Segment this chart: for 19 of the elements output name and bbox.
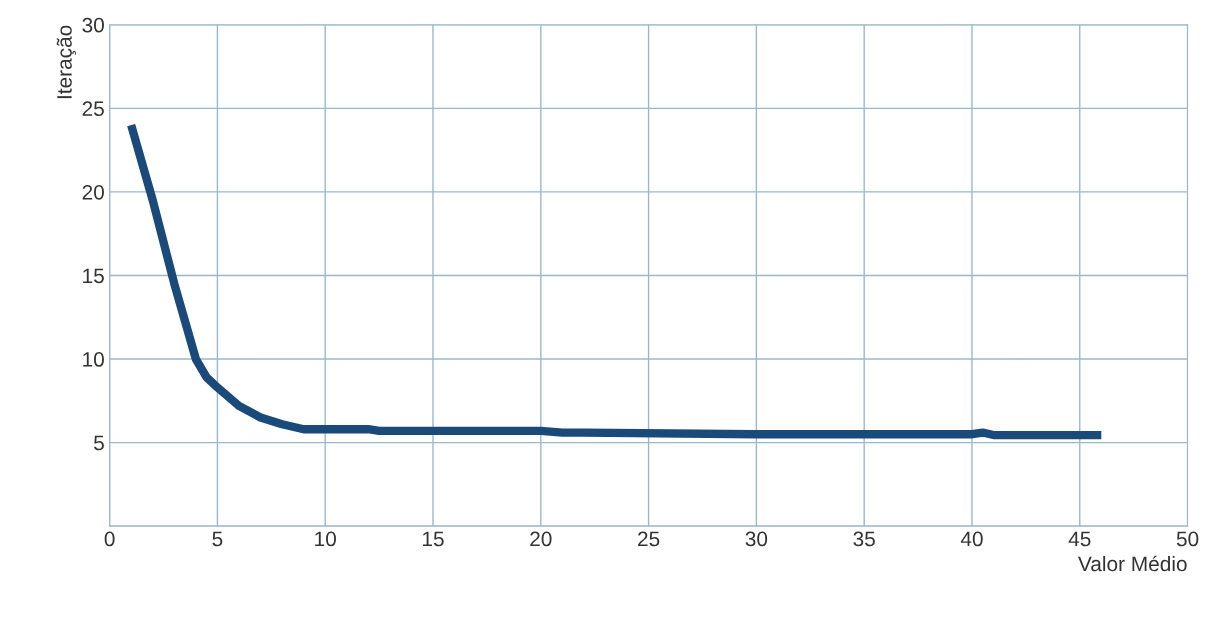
x-tick-label: 45 <box>1068 531 1091 547</box>
x-axis-title: Valor Médio <box>1078 555 1187 572</box>
x-tick-label: 0 <box>104 531 115 547</box>
x-tick-label: 5 <box>212 531 223 547</box>
x-tick-label: 30 <box>745 531 768 547</box>
y-tick-label: 30 <box>82 17 104 33</box>
x-tick-label: 10 <box>315 531 336 547</box>
y-tick-label: 25 <box>82 101 104 117</box>
x-tick-label: 50 <box>1176 531 1199 547</box>
y-tick-label: 10 <box>83 352 104 367</box>
y-tick-label: 15 <box>83 268 104 284</box>
y-axis-title: Iteração <box>56 25 77 99</box>
y-tick-label: 5 <box>94 435 104 451</box>
x-tick-label: 20 <box>530 531 552 547</box>
y-tick-label: 20 <box>82 184 104 200</box>
x-tick-label: 40 <box>960 531 983 547</box>
x-tick-label: 15 <box>423 531 444 547</box>
x-tick-label: 25 <box>638 531 660 547</box>
x-tick-label: 35 <box>853 531 875 547</box>
